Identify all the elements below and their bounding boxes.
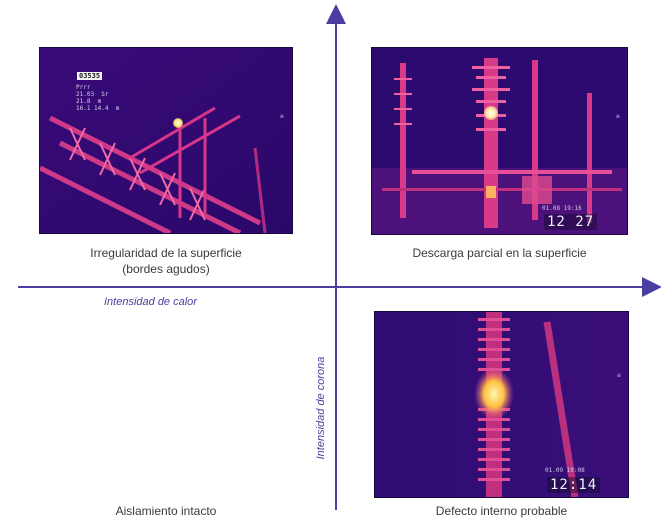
overlay-date: 01.09 19:08	[545, 467, 585, 474]
overlay-time: 12 27	[544, 214, 598, 230]
caption-internal-defect: Defecto interno probable	[375, 503, 628, 519]
overlay-readout: Prrr 21.03 Sr 21.8 m 16.1 14.4 m	[76, 84, 120, 112]
caption-line-2: (bordes agudos)	[122, 262, 210, 276]
overlay-edge-mark: ≡	[617, 372, 621, 379]
caption-line-1: Irregularidad de la superficie	[90, 246, 242, 260]
caption-line-1: Descarga parcial en la superficie	[412, 246, 587, 260]
overlay-tag: 03535	[77, 72, 103, 80]
thermal-scene-insulators	[372, 48, 627, 234]
vertical-axis-label: Intensidad de corona	[315, 356, 327, 460]
caption-surface-partial-discharge: Descarga parcial en la superficie	[372, 245, 627, 261]
thermal-image-surface-partial-discharge: 01.08 19:16 12 27 ≡	[372, 48, 627, 234]
thermal-image-surface-irregularity: 03535 Prrr 21.03 Sr 21.8 m 16.1 14.4 m ≡	[40, 48, 292, 233]
caption-line-1: Defecto interno probable	[435, 504, 568, 518]
hot-spot	[484, 106, 498, 120]
overlay-date: 01.08 19:16	[542, 205, 582, 212]
horizontal-axis-label: Intensidad de calor	[104, 296, 197, 308]
caption-line-1: Aislamiento intacto	[115, 504, 217, 518]
thermal-image-internal-defect: 01.09 19:08 12:14 ≡	[375, 312, 628, 497]
hot-spot	[173, 118, 183, 128]
caption-surface-irregularity: Irregularidad de la superficie (bordes a…	[40, 245, 292, 277]
overlay-edge-mark: ≡	[616, 113, 620, 120]
overlay-edge-mark: ≡	[280, 113, 284, 120]
thermal-scene-bushing	[375, 312, 628, 497]
overlay-time: 12:14	[547, 477, 601, 493]
caption-intact-insulation: Aislamiento intacto	[40, 503, 292, 519]
